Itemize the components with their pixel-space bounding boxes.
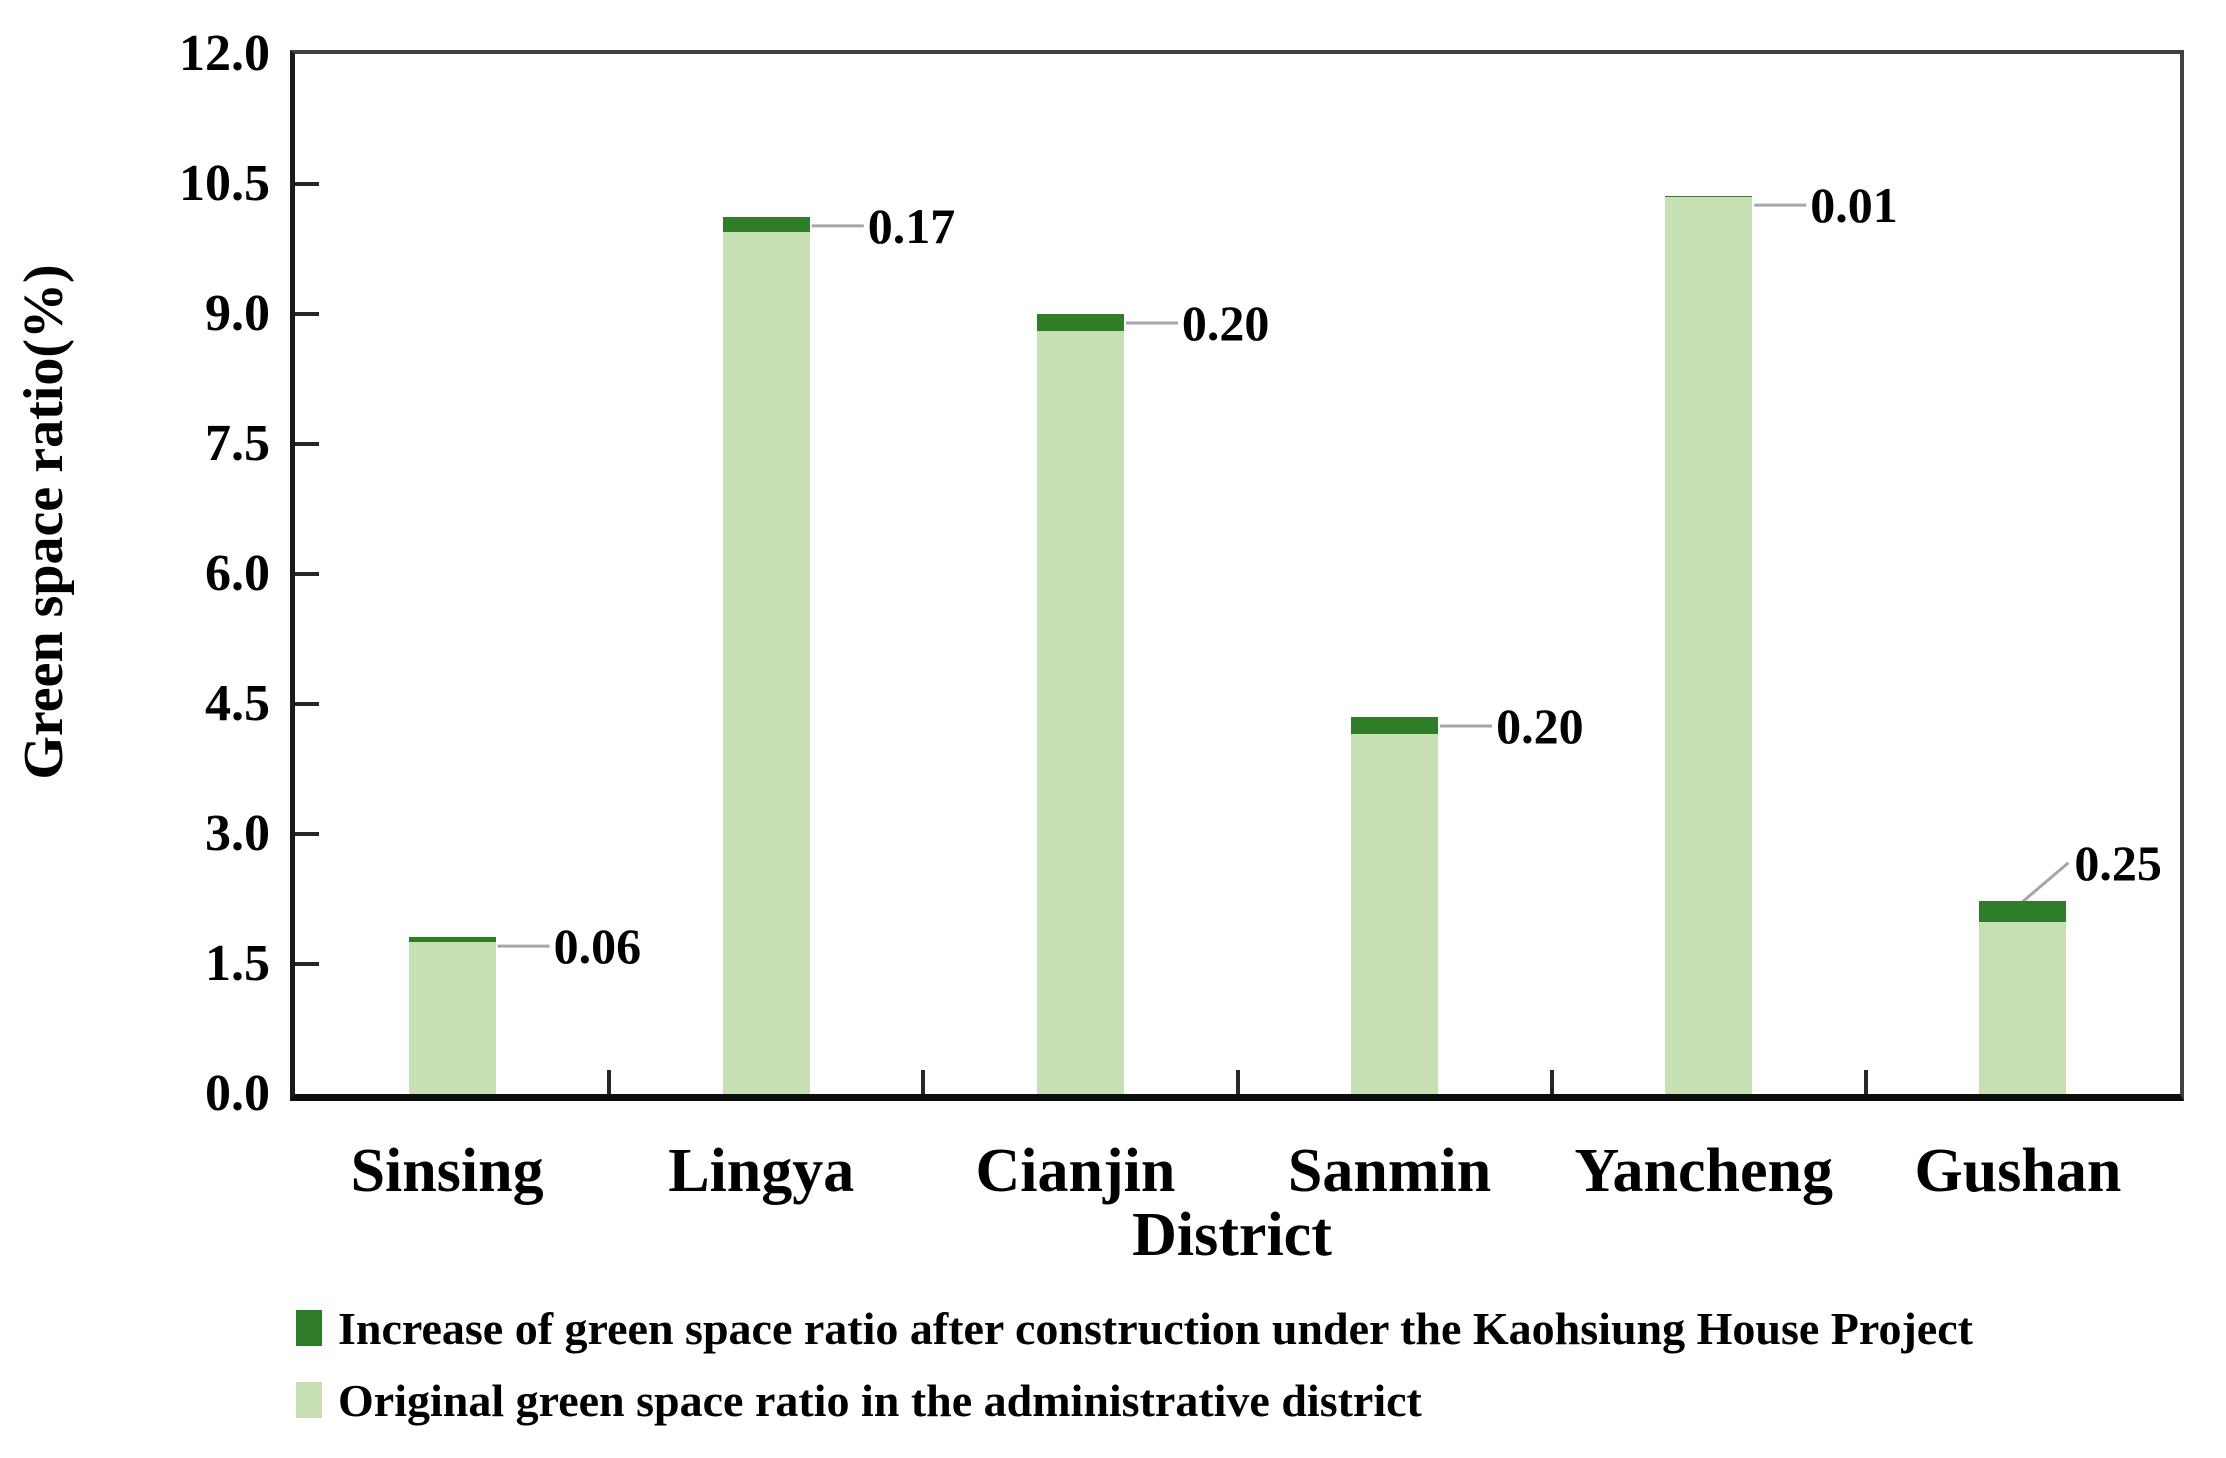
- x-category-label-lingya: Lingya: [668, 1137, 855, 1205]
- y-tick-mark: [295, 312, 319, 316]
- bar-original-lingya: [722, 231, 810, 1094]
- y-tick-label: 7.5: [205, 415, 270, 472]
- data-label-yancheng: 0.01: [1810, 177, 1898, 234]
- y-tick-label: 4.5: [205, 675, 270, 732]
- y-tick-mark: [295, 962, 319, 966]
- bar-original-sinsing: [408, 942, 496, 1094]
- y-tick-label: 6.0: [205, 545, 270, 602]
- leader-line-gushan: [2020, 861, 2070, 904]
- y-tick-label: 10.5: [179, 155, 270, 212]
- y-tick-label: 0.0: [205, 1065, 270, 1122]
- plot-area: 0.0 1.5 3.0 4.5 6.0 7.5 9.0 10.5 12.0 0.06 0.17 0.2…: [179, 28, 2184, 1120]
- y-tick-label: 1.5: [205, 935, 270, 992]
- y-tick-mark: [295, 832, 319, 836]
- bar-increase-gushan: [1979, 900, 2067, 923]
- x-category-label-gushan: Gushan: [1914, 1137, 2122, 1205]
- bar-increase-cianjin: [1036, 314, 1124, 332]
- x-category-label-sanmin: Sanmin: [1287, 1137, 1492, 1205]
- x-tick-mark: [1549, 1070, 1554, 1094]
- y-tick-mark: [295, 572, 319, 576]
- bar-original-gushan: [1979, 922, 2067, 1094]
- y-tick-mark: [295, 702, 319, 706]
- y-tick-label: 9.0: [205, 285, 270, 342]
- legend-swatch-light-green: [296, 1382, 322, 1418]
- y-tick-label: 12.0: [179, 25, 270, 82]
- bar-increase-yancheng: [1665, 196, 1753, 197]
- data-label-lingya: 0.17: [867, 197, 956, 254]
- data-label-sinsing: 0.06: [553, 918, 642, 975]
- bar-increase-sanmin: [1351, 717, 1439, 735]
- legend-label-increase: Increase of green space ratio after cons…: [338, 1302, 1973, 1354]
- legend-label-original: Original green space ratio in the admini…: [338, 1374, 1422, 1426]
- x-category-label-sinsing: Sinsing: [350, 1137, 544, 1205]
- y-tick-mark: [295, 442, 319, 446]
- x-tick-mark: [607, 1070, 612, 1094]
- x-axis-title: District: [1132, 1201, 1332, 1269]
- legend-item-original: Original green space ratio in the admini…: [296, 1364, 1973, 1436]
- x-tick-mark: [921, 1070, 926, 1094]
- y-tick-mark: [295, 182, 319, 186]
- bar-original-cianjin: [1036, 331, 1124, 1094]
- leader-lines: [497, 203, 2070, 948]
- x-category-label-cianjin: Cianjin: [975, 1137, 1176, 1205]
- y-tick-label: 3.0: [205, 805, 270, 862]
- bar-original-sanmin: [1351, 734, 1439, 1094]
- legend: Increase of green space ratio after cons…: [296, 1292, 1973, 1436]
- x-category-label-yancheng: Yancheng: [1574, 1137, 1833, 1205]
- legend-swatch-dark-green: [296, 1310, 322, 1346]
- bar-increase-sinsing: [408, 937, 496, 943]
- data-label-gushan: 0.25: [2074, 834, 2162, 891]
- bar-increase-lingya: [722, 216, 810, 232]
- x-tick-mark: [1863, 1070, 1868, 1094]
- x-tick-mark: [1235, 1070, 1240, 1094]
- data-label-sanmin: 0.20: [1496, 698, 1584, 754]
- legend-item-increase: Increase of green space ratio after cons…: [296, 1292, 1973, 1364]
- data-label-cianjin: 0.20: [1181, 295, 1270, 351]
- bar-original-yancheng: [1665, 197, 1753, 1094]
